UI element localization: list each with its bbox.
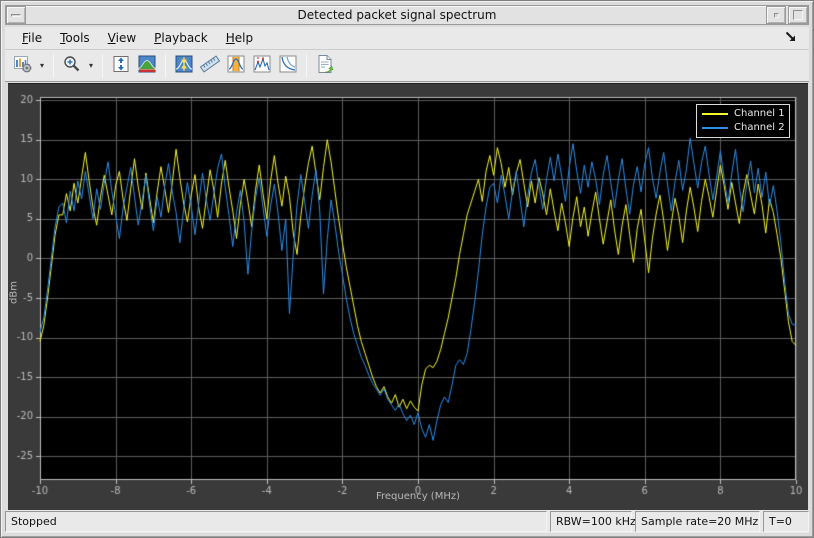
minimize-button[interactable] — [766, 6, 786, 24]
x-axis-label: Frequency (MHz) — [375, 491, 461, 502]
status-message: Stopped — [5, 511, 547, 532]
legend[interactable]: Channel 1 Channel 2 — [696, 104, 790, 138]
menu-help[interactable]: Help — [225, 31, 254, 45]
spectrum-settings-dropdown[interactable]: ▾ — [39, 61, 44, 70]
export-button[interactable] — [312, 53, 338, 79]
minimize-icon — [773, 12, 779, 18]
toolbar-separator — [306, 53, 307, 78]
maximize-button[interactable] — [788, 6, 808, 24]
signal-statistics-button[interactable] — [197, 53, 223, 79]
toolbar-separator — [53, 53, 54, 78]
spectrum-spectrogram-button[interactable] — [134, 53, 160, 79]
cursor-measurements-button[interactable] — [171, 53, 197, 79]
y-axis-label: dBm — [8, 281, 20, 304]
menu-tools[interactable]: Tools — [60, 31, 90, 45]
channel-measurements-button[interactable] — [223, 53, 249, 79]
signal-statistics-icon — [199, 54, 221, 78]
status-panel-rbw: RBW=100 kHz — [550, 511, 636, 532]
legend-entry-channel-2: Channel 2 — [702, 122, 785, 133]
menu-view[interactable]: View — [107, 31, 137, 45]
peak-finder-button[interactable] — [249, 53, 275, 79]
legend-label: Channel 2 — [734, 122, 785, 133]
channel-1-line-swatch — [702, 112, 728, 115]
status-panel-sample-rate: Sample rate=20 MHz — [635, 511, 760, 532]
channel-measurements-icon — [226, 54, 246, 78]
window-menu-icon — [11, 13, 21, 17]
menu-bar-items: File Tools View Playback Help — [13, 29, 262, 47]
legend-label: Channel 1 — [734, 108, 785, 119]
figure-area: dBm Frequency (MHz) Channel 1 Channel 2 — [8, 83, 808, 510]
zoom-in-dropdown[interactable]: ▾ — [88, 61, 93, 70]
toolbar-separator — [102, 53, 103, 78]
window-menu-button[interactable] — [6, 6, 26, 24]
zoom-in-button[interactable] — [59, 53, 85, 79]
spectrum-settings-icon — [13, 54, 33, 78]
menu-file[interactable]: File — [22, 31, 43, 45]
toolbar: ▾ ▾ — [5, 49, 809, 82]
dock-arrow-icon[interactable] — [785, 31, 797, 43]
legend-entry-channel-1: Channel 1 — [702, 108, 785, 119]
peak-finder-icon — [252, 54, 272, 78]
status-bar: Stopped RBW=100 kHz Sample rate=20 MHz T=0 — [5, 510, 809, 533]
title-bar: Detected packet signal spectrum — [5, 5, 809, 25]
zoom-in-icon — [62, 54, 82, 78]
distortion-measurements-button[interactable] — [275, 53, 301, 79]
cursor-measurements-icon — [174, 54, 194, 78]
spectrum-settings-button[interactable] — [10, 53, 36, 79]
toolbar-separator — [165, 53, 166, 78]
fit-to-view-button[interactable] — [108, 53, 134, 79]
spectrum-plot-canvas[interactable] — [8, 84, 808, 510]
export-icon — [315, 54, 335, 78]
fit-to-view-icon — [111, 54, 131, 78]
status-panel-time: T=0 — [763, 511, 809, 532]
spectrum-spectrogram-icon — [137, 54, 157, 78]
menu-playback[interactable]: Playback — [154, 31, 208, 45]
menu-bar: File Tools View Playback Help — [5, 27, 809, 49]
distortion-measurements-icon — [278, 54, 298, 78]
window-title: Detected packet signal spectrum — [297, 8, 497, 22]
maximize-icon — [793, 10, 803, 20]
channel-2-line-swatch — [702, 126, 728, 129]
